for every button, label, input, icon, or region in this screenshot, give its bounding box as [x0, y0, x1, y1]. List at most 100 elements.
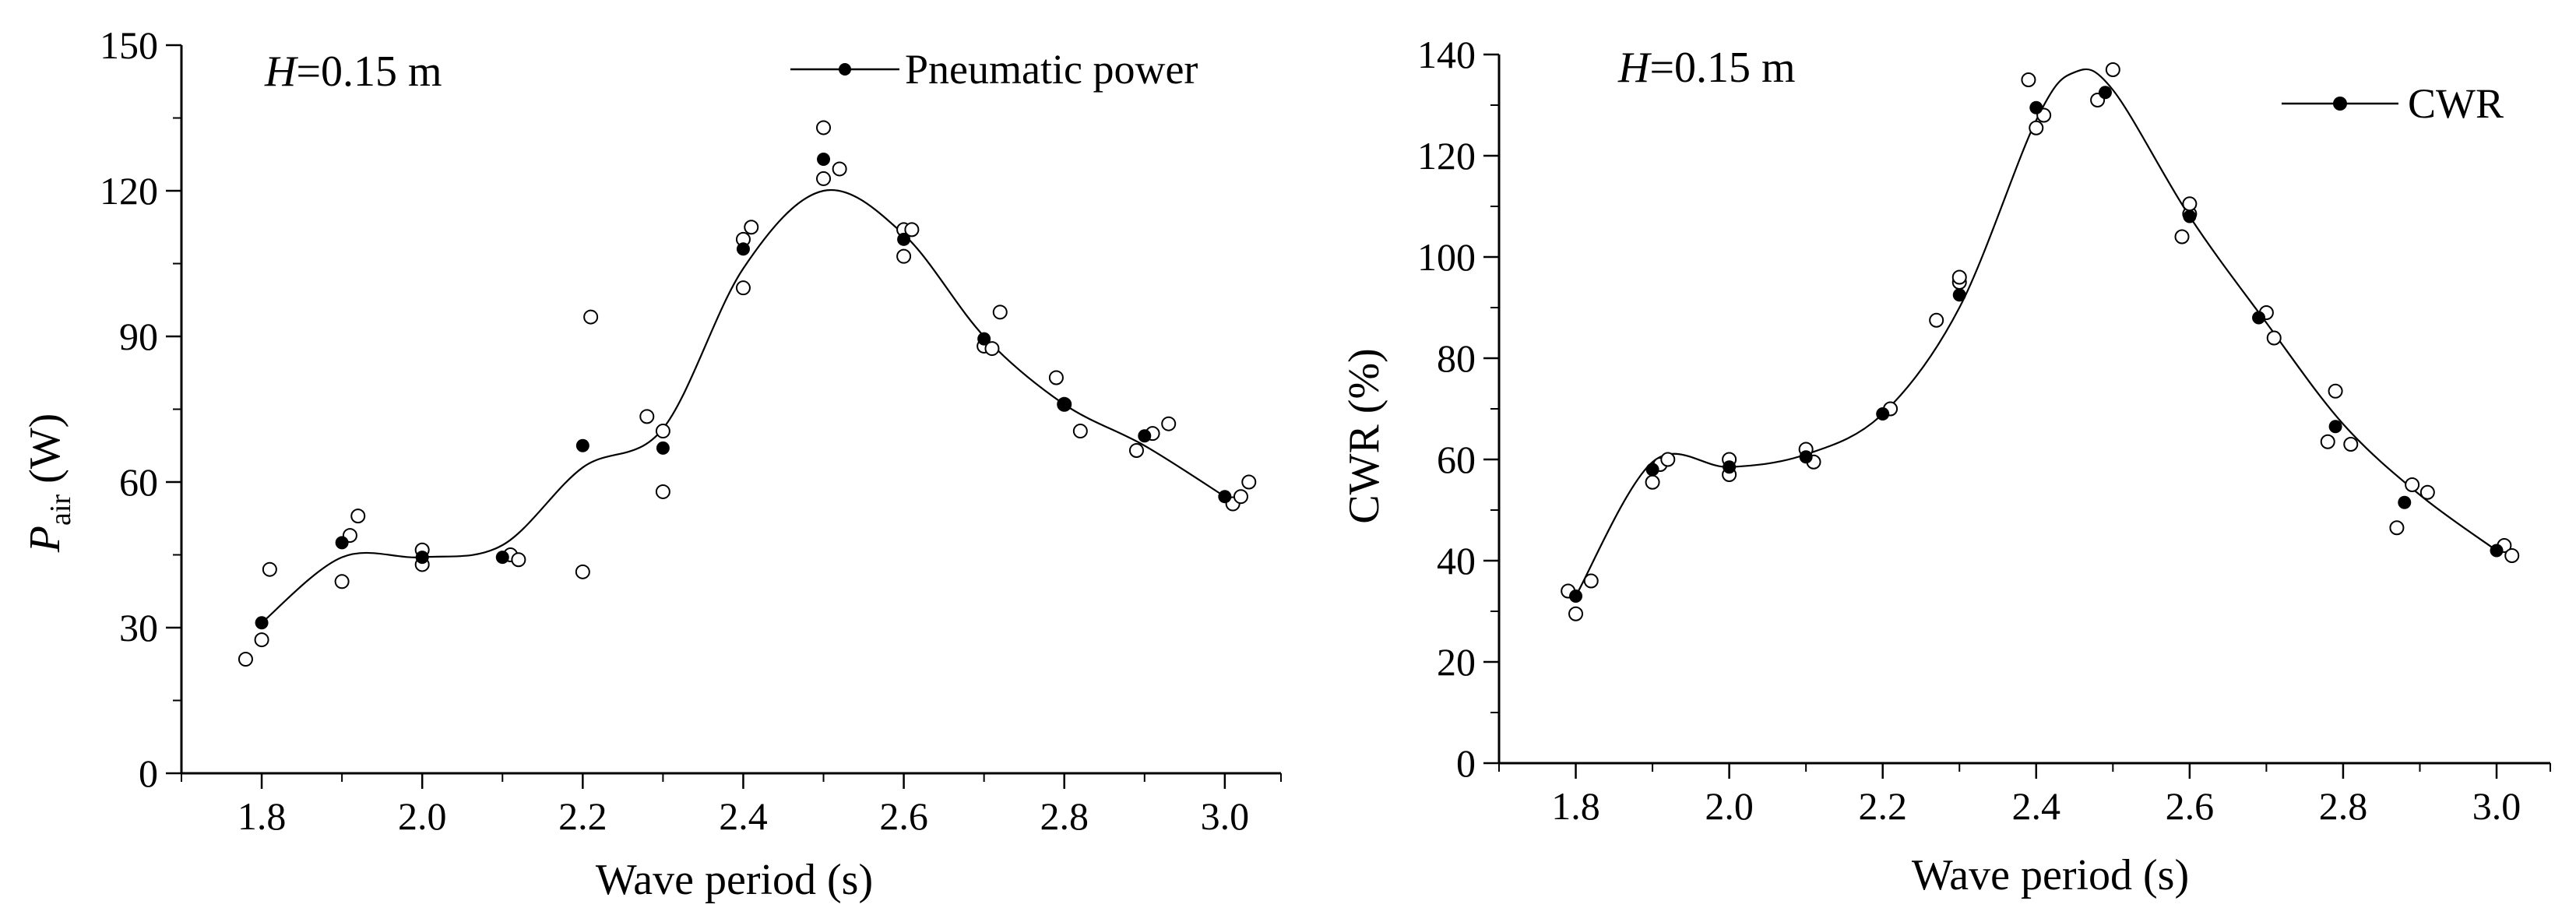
- left-measured-point: [832, 161, 847, 177]
- right-y-axis-label: CWR (%): [1340, 348, 1388, 524]
- left-measured-point: [816, 120, 832, 135]
- right-measured-point: [1660, 452, 1676, 467]
- right-measured-point: [1583, 573, 1599, 589]
- right-legend-marker: [2333, 97, 2347, 111]
- right-y-tick-label: 60: [1437, 438, 1476, 481]
- right-x-tick-label: 3.0: [2472, 784, 2521, 828]
- left-x-tick-label: 2.8: [1040, 794, 1089, 838]
- right-measured-point: [2182, 196, 2198, 212]
- right-filled-point: [1876, 407, 1890, 421]
- right-measured-point: [2343, 437, 2359, 452]
- right-measured-point: [2328, 383, 2343, 399]
- left-measured-point: [744, 220, 759, 235]
- left-legend-label: Pneumatic power: [905, 46, 1198, 93]
- left-measured-point: [992, 304, 1008, 320]
- left-measured-point: [1161, 416, 1177, 431]
- right-legend: CWR: [2282, 80, 2504, 127]
- right-measured-point: [2021, 72, 2036, 87]
- right-x-axis-label: Wave period (s): [1912, 851, 2189, 899]
- right-y-tick-label: 0: [1456, 741, 1476, 785]
- left-filled-point: [335, 536, 349, 550]
- left-y-tick-label: 0: [139, 751, 158, 795]
- left-measured-point: [655, 484, 670, 499]
- left-wave-height-annotation: H=0.15 m: [264, 48, 442, 96]
- right-x-tick-labels: 1.8 2.0 2.2 2.4 2.6 2.8 3.0: [1551, 784, 2521, 828]
- left-x-tick-label: 2.2: [558, 794, 607, 838]
- left-measured-point: [583, 309, 599, 325]
- left-filled-point: [656, 441, 670, 455]
- right-fit-curve-line: [1575, 68, 2497, 597]
- left-y-tick-label: 30: [119, 606, 158, 649]
- left-pneumatic-power-points: [255, 152, 1232, 630]
- right-x-tick-label: 1.8: [1551, 784, 1600, 828]
- right-measured-point: [1929, 312, 1944, 328]
- right-x-tick-label: 2.6: [2166, 784, 2215, 828]
- left-filled-point: [977, 332, 991, 346]
- right-legend-label: CWR: [2408, 80, 2504, 127]
- left-measured-point: [1128, 442, 1144, 458]
- right-x-tick-label: 2.4: [2012, 784, 2061, 828]
- left-measured-point: [511, 552, 526, 568]
- left-measured-point: [1072, 424, 1088, 439]
- left-x-axis-label: Wave period (s): [596, 856, 873, 904]
- left-axes-frame: [180, 45, 1281, 775]
- left-measured-point: [334, 574, 350, 589]
- right-filled-point: [2029, 100, 2043, 114]
- left-y-tick-label: 120: [100, 169, 158, 213]
- left-y-tick-label: 90: [119, 315, 158, 358]
- right-measured-point: [1568, 606, 1584, 621]
- left-measured-point: [816, 171, 832, 186]
- right-measured-point: [2029, 120, 2044, 135]
- right-measured-point: [2419, 484, 2435, 500]
- right-filled-point: [2490, 544, 2504, 558]
- left-filled-point: [817, 152, 831, 166]
- left-filled-point: [1138, 429, 1152, 443]
- left-y-tick-label: 60: [119, 460, 158, 504]
- right-measured-points: [1561, 62, 2520, 621]
- right-measured-point: [2174, 229, 2190, 245]
- left-x-tick-labels: 1.8 2.0 2.2 2.4 2.6 2.8 3.0: [238, 794, 1249, 838]
- right-x-tick-label: 2.0: [1705, 784, 1754, 828]
- right-measured-point: [2105, 62, 2120, 77]
- right-y-tick-label: 100: [1417, 235, 1476, 279]
- right-filled-point: [1799, 450, 1813, 464]
- left-measured-point: [1241, 474, 1257, 490]
- left-measured-point: [238, 652, 253, 667]
- right-filled-point: [2398, 495, 2412, 509]
- right-chart: 1.8 2.0 2.2 2.4 2.6 2.8 3.0 0 20 40 60 80 100 120 140…: [1340, 33, 2551, 899]
- right-y-tick-label: 80: [1437, 336, 1476, 380]
- left-y-axis-symbol: P: [21, 526, 69, 553]
- right-filled-point: [1645, 463, 1659, 477]
- right-y-tick-label: 40: [1437, 539, 1476, 582]
- left-y-tick-label: 150: [100, 23, 158, 67]
- left-measured-point: [904, 222, 920, 238]
- left-y-tick-labels: 0 30 60 90 120 150: [100, 23, 158, 795]
- right-axes-frame: [1497, 55, 2550, 765]
- left-x-tick-label: 2.6: [879, 794, 928, 838]
- right-y-tick-label: 20: [1437, 640, 1476, 684]
- left-y-axis-label: Pair (W): [21, 414, 77, 553]
- left-filled-point: [1218, 490, 1232, 504]
- left-measured-point: [350, 509, 366, 524]
- right-filled-point: [2098, 86, 2112, 100]
- left-measured-point: [1048, 370, 1064, 385]
- left-measured-point: [655, 424, 670, 439]
- left-x-tick-label: 2.4: [719, 794, 768, 838]
- left-x-tick-label: 2.0: [398, 794, 447, 838]
- left-filled-point: [1057, 397, 1072, 411]
- right-filled-point: [1723, 460, 1737, 474]
- right-measured-point: [2266, 330, 2282, 346]
- right-measured-point: [2405, 477, 2420, 492]
- left-legend: Pneumatic power: [790, 46, 1198, 93]
- left-measured-point: [639, 409, 655, 424]
- left-x-tick-label: 1.8: [238, 794, 287, 838]
- left-y-axis-unit: (W): [21, 414, 69, 494]
- right-filled-point: [1952, 288, 1966, 302]
- right-fit-curve: [1575, 68, 2497, 597]
- left-chart: 1.8 2.0 2.2 2.4 2.6 2.8 3.0 0 30 60 90 120 150 Wave…: [21, 23, 1282, 904]
- right-y-axis-main: CWR (%): [1340, 348, 1388, 524]
- left-tick-marks: [166, 44, 1282, 789]
- left-measured-points: [238, 120, 1257, 667]
- left-x-tick-label: 3.0: [1201, 794, 1250, 838]
